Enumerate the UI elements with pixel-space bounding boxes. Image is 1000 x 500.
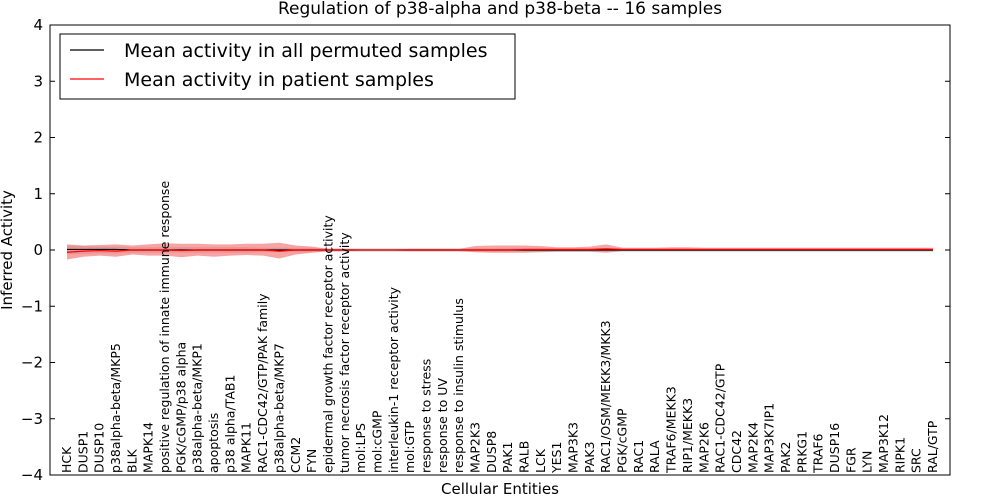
x-tick-label: p38alpha-beta/MKP7 [271, 343, 286, 473]
y-tick-label: −2 [21, 354, 43, 372]
x-tick-label: apoptosis [206, 413, 221, 473]
x-tick-label: MAP3K3 [566, 422, 581, 473]
x-tick-label: PAK2 [778, 442, 793, 473]
x-tick-label: tumor necrosis factor receptor activity [337, 232, 352, 473]
x-tick-label: interleukin-1 receptor activity [386, 286, 401, 473]
legend-label: Mean activity in all permuted samples [124, 40, 487, 62]
x-tick-label: RALB [517, 441, 532, 473]
x-tick-label: response to UV [435, 378, 450, 473]
band-series-1 [67, 242, 933, 260]
y-axis-label: Inferred Activity [0, 190, 16, 310]
x-tick-label: RAL/GTP [925, 420, 940, 473]
x-tick-label: PGK/cGMP/p38 alpha [173, 342, 188, 473]
x-tick-label: RAC1-CDC42/GTP [713, 363, 728, 473]
y-tick-label: 0 [33, 241, 43, 259]
x-axis-tick-labels: HCK DUSP1 DUSP10 p38alpha-beta/MKP5 BLK MAPK1… [59, 181, 940, 474]
x-tick-label: epidermal growth factor receptor activit… [320, 215, 335, 473]
x-tick-label: PGK/cGMP [615, 408, 630, 473]
x-tick-label: LCK [533, 448, 548, 473]
x-tick-label: TRAF6/MEKK3 [664, 386, 679, 474]
legend: Mean activity in all permuted samples Mea… [59, 33, 516, 100]
x-tick-label: DUSP10 [92, 423, 107, 473]
y-tick-label: 1 [33, 185, 43, 203]
x-tick-label: FGR [843, 447, 858, 473]
chart-title: Regulation of p38-alpha and p38-beta -- … [278, 0, 722, 19]
x-tick-label: DUSP1 [75, 431, 90, 473]
x-tick-label: mol:LPS [353, 423, 368, 473]
x-tick-label: MAPK14 [141, 422, 156, 473]
x-axis-label: Cellular Entities [441, 480, 559, 498]
x-tick-label: p38 alpha/TAB1 [222, 375, 237, 473]
x-tick-label: PAK3 [582, 442, 597, 473]
x-tick-label: RIPK1 [892, 437, 907, 473]
x-tick-label: MAP2K6 [696, 422, 711, 473]
x-tick-label: p38alpha-beta/MKP1 [190, 343, 205, 473]
x-tick-label: mol:cGMP [369, 410, 384, 473]
x-tick-label: HCK [59, 446, 74, 473]
x-tick-label: RALA [647, 440, 662, 473]
x-tick-label: CCM2 [288, 437, 303, 473]
x-tick-label: mol:GTP [402, 421, 417, 473]
series-lines [66, 248, 933, 253]
confidence-bands [67, 242, 933, 260]
x-tick-label: response to insulin stimulus [451, 298, 466, 473]
x-tick-label: positive regulation of innate immune res… [157, 181, 172, 473]
x-tick-label: DUSP8 [484, 431, 499, 473]
x-tick-label: MAPK11 [239, 422, 254, 473]
y-tick-label: −4 [21, 466, 43, 484]
x-tick-label: MAP3K7IP1 [762, 403, 777, 473]
x-tick-label: CDC42 [729, 430, 744, 473]
x-tick-label: PRKG1 [794, 431, 809, 473]
plot-frame [49, 24, 951, 476]
x-tick-label: response to stress [418, 359, 433, 473]
x-tick-label: TRAF6 [811, 433, 826, 474]
x-tick-label: MAP2K3 [467, 422, 482, 473]
legend-box [59, 33, 516, 100]
y-tick-label: 3 [33, 72, 43, 90]
x-tick-label: BLK [124, 448, 139, 473]
x-tick-label: SRC [909, 448, 924, 473]
x-tick-label: RIP1/MEKK3 [680, 398, 695, 473]
x-tick-label: RAC1/OSM/MEKK3/MKK3 [598, 320, 613, 473]
x-tick-label: LYN [860, 451, 875, 473]
y-tick-label: −3 [21, 410, 43, 428]
x-tick-label: DUSP16 [827, 423, 842, 473]
line-series-1 [66, 248, 933, 253]
x-tick-label: YES1 [549, 442, 564, 474]
x-tick-label: FYN [304, 449, 319, 473]
x-tick-label: RAC1 [631, 440, 646, 473]
x-tick-label: PAK1 [500, 442, 515, 473]
legend-label: Mean activity in patient samples [124, 69, 434, 91]
x-tick-label: RAC1-CDC42/GTP/PAK family [255, 293, 270, 473]
x-tick-label: MAP2K4 [745, 422, 760, 473]
y-axis-ticks: −4 −3 −2 −1 0 1 2 3 4 [21, 16, 950, 484]
x-tick-label: MAP3K12 [876, 414, 891, 473]
x-tick-label: p38alpha-beta/MKP5 [108, 343, 123, 473]
y-tick-label: 2 [33, 129, 43, 147]
y-tick-label: 4 [33, 16, 43, 34]
y-tick-label: −1 [21, 297, 43, 315]
